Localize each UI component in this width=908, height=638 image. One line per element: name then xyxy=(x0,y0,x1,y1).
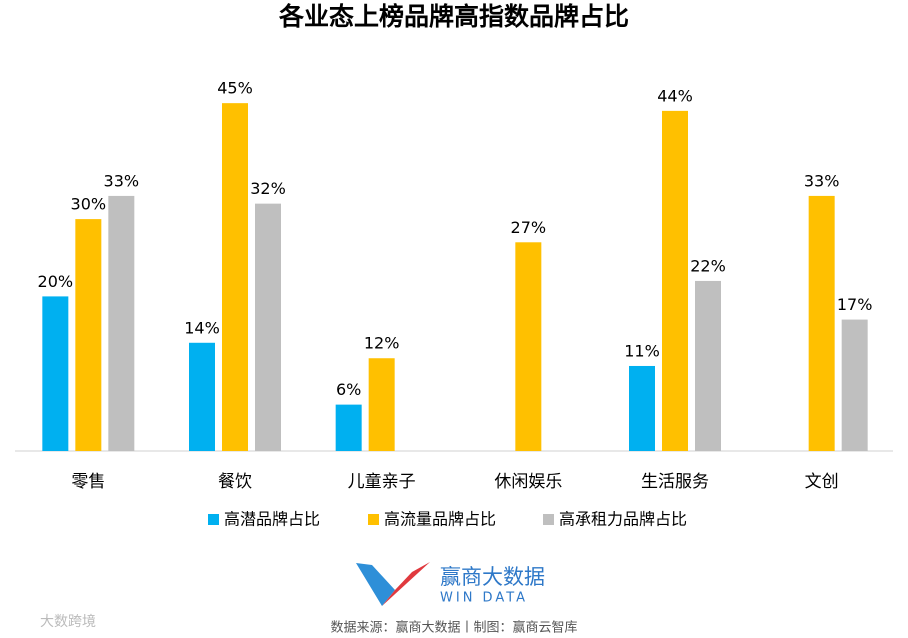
x-tick-label: 儿童亲子 xyxy=(348,472,416,492)
legend-label: 高承租力品牌占比 xyxy=(559,510,687,529)
legend-label: 高流量品牌占比 xyxy=(384,510,496,529)
data-label: 17% xyxy=(837,295,873,314)
data-label: 32% xyxy=(250,179,286,198)
legend-swatch xyxy=(208,514,219,525)
data-label: 14% xyxy=(184,318,220,337)
legend-label: 高潜品牌占比 xyxy=(224,510,320,529)
x-tick-label: 零售 xyxy=(71,472,105,492)
data-label: 22% xyxy=(690,256,726,275)
data-label: 33% xyxy=(104,171,140,190)
x-tick-label: 休闲娱乐 xyxy=(494,472,562,492)
logo-name: 赢商大数据 xyxy=(440,565,545,589)
bar xyxy=(515,242,542,451)
legend-swatch xyxy=(543,514,554,525)
data-label: 12% xyxy=(364,334,400,353)
bar xyxy=(808,195,835,451)
x-tick-label: 生活服务 xyxy=(641,472,709,492)
bar xyxy=(189,342,215,451)
logo-mark-blue xyxy=(356,563,395,606)
watermark: 大数跨境 xyxy=(40,614,96,630)
bar xyxy=(222,103,248,452)
data-label: 30% xyxy=(71,195,107,214)
data-label: 20% xyxy=(38,272,74,291)
bar xyxy=(42,296,69,451)
bar xyxy=(695,280,721,451)
bar xyxy=(335,404,362,451)
bar xyxy=(75,219,102,451)
data-label: 27% xyxy=(511,218,547,237)
logo xyxy=(356,562,430,606)
bar xyxy=(629,365,655,451)
x-tick-label: 文创 xyxy=(805,472,839,492)
logo-sub: WIN DATA xyxy=(440,591,528,606)
chart-title: 各业态上榜品牌高指数品牌占比 xyxy=(278,2,629,31)
source-note: 数据来源：赢商大数据丨制图：赢商云智库 xyxy=(330,620,577,636)
data-label: 33% xyxy=(804,171,840,190)
data-label: 44% xyxy=(657,86,693,105)
logo-mark-red xyxy=(382,562,430,606)
x-tick-label: 餐饮 xyxy=(218,472,252,492)
bar xyxy=(841,319,868,451)
data-label: 6% xyxy=(336,380,361,399)
bar xyxy=(255,203,281,451)
legend-swatch xyxy=(368,514,379,525)
bar xyxy=(108,195,135,451)
data-label: 11% xyxy=(624,341,660,360)
bar xyxy=(368,358,395,451)
bar xyxy=(662,110,688,451)
data-label: 45% xyxy=(217,79,253,98)
